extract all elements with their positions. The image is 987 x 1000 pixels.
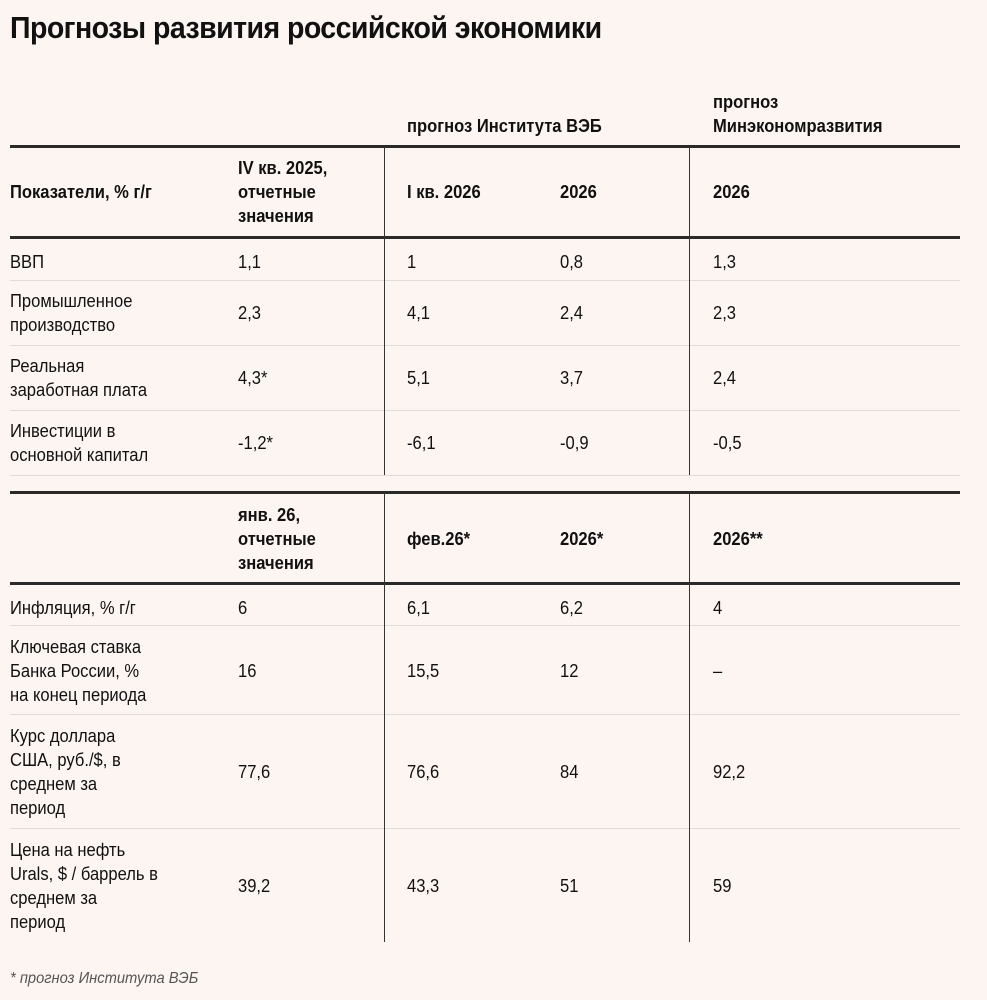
cell-actual: 39,2 bbox=[238, 876, 271, 896]
cell-minek: 59 bbox=[713, 876, 732, 896]
cell-veb-month: 43,3 bbox=[407, 876, 440, 896]
cell-minek: -0,5 bbox=[713, 433, 742, 453]
cell-veb-year: 51 bbox=[560, 876, 579, 896]
page-title: Прогнозы развития российской экономики bbox=[10, 10, 602, 45]
cell-minek: 1,3 bbox=[713, 252, 737, 272]
t1-header-minek-year: 2026 bbox=[713, 182, 750, 202]
row-label: Инвестиции в bbox=[10, 421, 116, 441]
row-label-4: период bbox=[10, 912, 66, 932]
row-label: Инфляция, % г/г bbox=[10, 598, 136, 618]
row-label-2: заработная плата bbox=[10, 380, 148, 400]
cell-veb-year: 6,2 bbox=[560, 598, 584, 618]
cell-minek: 4 bbox=[713, 598, 723, 618]
row-label-2: производство bbox=[10, 315, 116, 335]
cell-minek: 92,2 bbox=[713, 762, 746, 782]
t1-header-actual-1: IV кв. 2025, bbox=[238, 158, 328, 178]
row-divider bbox=[10, 475, 960, 476]
row-divider bbox=[10, 714, 960, 715]
column-divider-veb bbox=[384, 493, 385, 942]
cell-minek: – bbox=[713, 661, 723, 681]
row-label: Реальная bbox=[10, 356, 85, 376]
cell-veb-month: 6,1 bbox=[407, 598, 431, 618]
row-label: ВВП bbox=[10, 252, 44, 272]
cell-actual: 6 bbox=[238, 598, 248, 618]
row-label: Ключевая ставка bbox=[10, 637, 142, 657]
cell-actual: 2,3 bbox=[238, 303, 262, 323]
row-label: Курс доллара bbox=[10, 726, 116, 746]
row-label-3: на конец периода bbox=[10, 685, 147, 705]
cell-actual: 4,3* bbox=[238, 368, 268, 388]
cell-veb-year: 3,7 bbox=[560, 368, 584, 388]
cell-veb-year: 2,4 bbox=[560, 303, 584, 323]
group-header-minek-line2: Минэкономразвития bbox=[713, 116, 883, 136]
table1-header-rule bbox=[10, 236, 960, 239]
cell-veb-year: 0,8 bbox=[560, 252, 584, 272]
cell-actual: 16 bbox=[238, 661, 257, 681]
t2-header-veb-month: фев.26* bbox=[407, 529, 471, 549]
cell-veb-year: 12 bbox=[560, 661, 579, 681]
row-divider bbox=[10, 410, 960, 411]
row-label-4: период bbox=[10, 798, 66, 818]
cell-actual: 1,1 bbox=[238, 252, 262, 272]
t1-header-veb-q1: I кв. 2026 bbox=[407, 182, 481, 202]
cell-veb-q1: -6,1 bbox=[407, 433, 436, 453]
t1-header-actual-2: отчетные bbox=[238, 182, 316, 202]
cell-minek: 2,3 bbox=[713, 303, 737, 323]
cell-veb-year: -0,9 bbox=[560, 433, 589, 453]
t1-header-actual-3: значения bbox=[238, 206, 314, 226]
row-divider bbox=[10, 625, 960, 626]
t1-header-veb-year: 2026 bbox=[560, 182, 597, 202]
row-divider bbox=[10, 828, 960, 829]
row-label-3: среднем за bbox=[10, 774, 98, 794]
group-header-veb: прогноз Института ВЭБ bbox=[407, 116, 602, 136]
table1-top-rule bbox=[10, 145, 960, 148]
cell-veb-q1: 5,1 bbox=[407, 368, 431, 388]
cell-veb-q1: 4,1 bbox=[407, 303, 431, 323]
row-label: Цена на нефть bbox=[10, 840, 126, 860]
column-divider-minek bbox=[689, 147, 690, 475]
table2-header-rule bbox=[10, 582, 960, 585]
t2-header-actual-2: отчетные bbox=[238, 529, 316, 549]
row-label: Промышленное bbox=[10, 291, 133, 311]
group-header-minek-line1: прогноз bbox=[713, 92, 779, 112]
column-divider-minek bbox=[689, 493, 690, 942]
t2-header-actual-3: значения bbox=[238, 553, 314, 573]
t1-header-indicator: Показатели, % г/г bbox=[10, 182, 152, 202]
cell-actual: 77,6 bbox=[238, 762, 271, 782]
row-label-2: США, руб./$, в bbox=[10, 750, 121, 770]
cell-veb-month: 15,5 bbox=[407, 661, 440, 681]
t2-header-minek-year: 2026** bbox=[713, 529, 763, 549]
row-label-2: Банка России, % bbox=[10, 661, 140, 681]
cell-minek: 2,4 bbox=[713, 368, 737, 388]
cell-veb-year: 84 bbox=[560, 762, 579, 782]
row-divider bbox=[10, 280, 960, 281]
row-label-2: основной капитал bbox=[10, 445, 149, 465]
column-divider-veb bbox=[384, 147, 385, 475]
footnote: * прогноз Института ВЭБ bbox=[10, 970, 199, 987]
row-label-3: среднем за bbox=[10, 888, 98, 908]
row-label-2: Urals, $ / баррель в bbox=[10, 864, 158, 884]
t2-header-actual-1: янв. 26, bbox=[238, 505, 301, 525]
table2-top-rule bbox=[10, 491, 960, 494]
cell-veb-q1: 1 bbox=[407, 252, 417, 272]
t2-header-veb-year: 2026* bbox=[560, 529, 604, 549]
cell-veb-month: 76,6 bbox=[407, 762, 440, 782]
cell-actual: -1,2* bbox=[238, 433, 273, 453]
row-divider bbox=[10, 345, 960, 346]
